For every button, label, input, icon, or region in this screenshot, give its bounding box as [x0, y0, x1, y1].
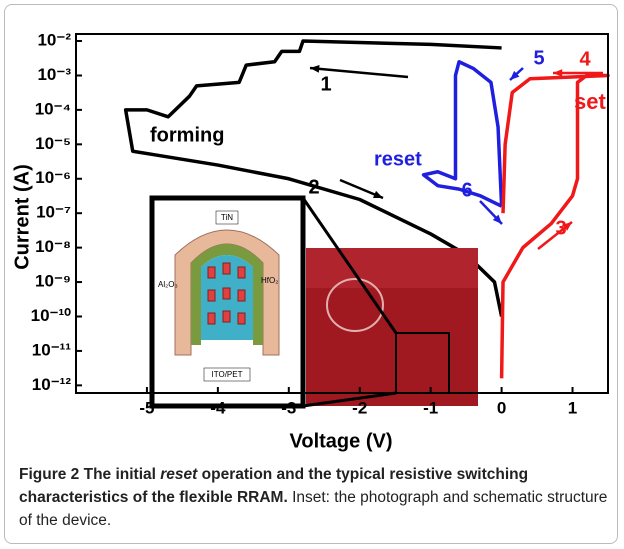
y-tick-label: 10⁻⁷ — [36, 203, 71, 222]
y-tick-label: 10⁻⁵ — [35, 134, 71, 153]
y-tick-label: 10⁻³ — [37, 65, 71, 84]
y-tick-label: 10⁻¹⁰ — [31, 306, 72, 325]
x-tick-label: -5 — [139, 398, 154, 417]
y-tick-label: 10⁻¹² — [32, 375, 72, 394]
x-tick-label: 0 — [497, 398, 506, 417]
caption-label: Figure 2 — [19, 466, 79, 483]
photo-highlight — [306, 248, 478, 288]
annotation: 6 — [461, 179, 472, 201]
curve-label: reset — [374, 148, 422, 170]
caption-title: The initial — [84, 466, 156, 483]
y-tick-label: 10⁻⁴ — [35, 99, 71, 118]
x-tick-label: 1 — [568, 398, 577, 417]
caption-emph: reset — [160, 466, 197, 483]
inset-label: Al₂O₃ — [158, 280, 178, 289]
annotation: 2 — [308, 176, 319, 198]
x-tick-label: -4 — [210, 398, 226, 417]
electrodes — [208, 263, 245, 324]
inset-label: HfO₂ — [261, 276, 278, 285]
annotation: 4 — [579, 48, 591, 70]
y-axis-label: Current (A) — [11, 164, 33, 270]
annotation: 5 — [533, 47, 544, 69]
x-tick-label: -1 — [423, 398, 438, 417]
inset-label: TiN — [221, 213, 233, 222]
curve-label: set — [574, 89, 606, 114]
annotation: 1 — [320, 73, 331, 95]
y-tick-label: 10⁻¹¹ — [32, 340, 72, 359]
figure-frame: TiN HfO₂ Al₂O₃ ITO/PET Voltage (V) Curre… — [4, 4, 618, 544]
caption: Figure 2 The initial reset operation and… — [19, 463, 614, 532]
inset-label: ITO/PET — [212, 370, 243, 379]
curve-label: forming — [150, 124, 224, 146]
arrow-head — [553, 69, 562, 77]
x-axis-label: Voltage (V) — [290, 430, 393, 452]
y-tick-label: 10⁻⁶ — [35, 168, 71, 187]
x-tick-label: -3 — [281, 398, 296, 417]
x-tick-label: -2 — [352, 398, 367, 417]
chart: TiN HfO₂ Al₂O₃ ITO/PET Voltage (V) Curre… — [5, 5, 617, 460]
y-tick-label: 10⁻² — [37, 31, 71, 50]
y-tick-label: 10⁻⁹ — [35, 272, 71, 291]
y-tick-label: 10⁻⁸ — [35, 237, 71, 256]
